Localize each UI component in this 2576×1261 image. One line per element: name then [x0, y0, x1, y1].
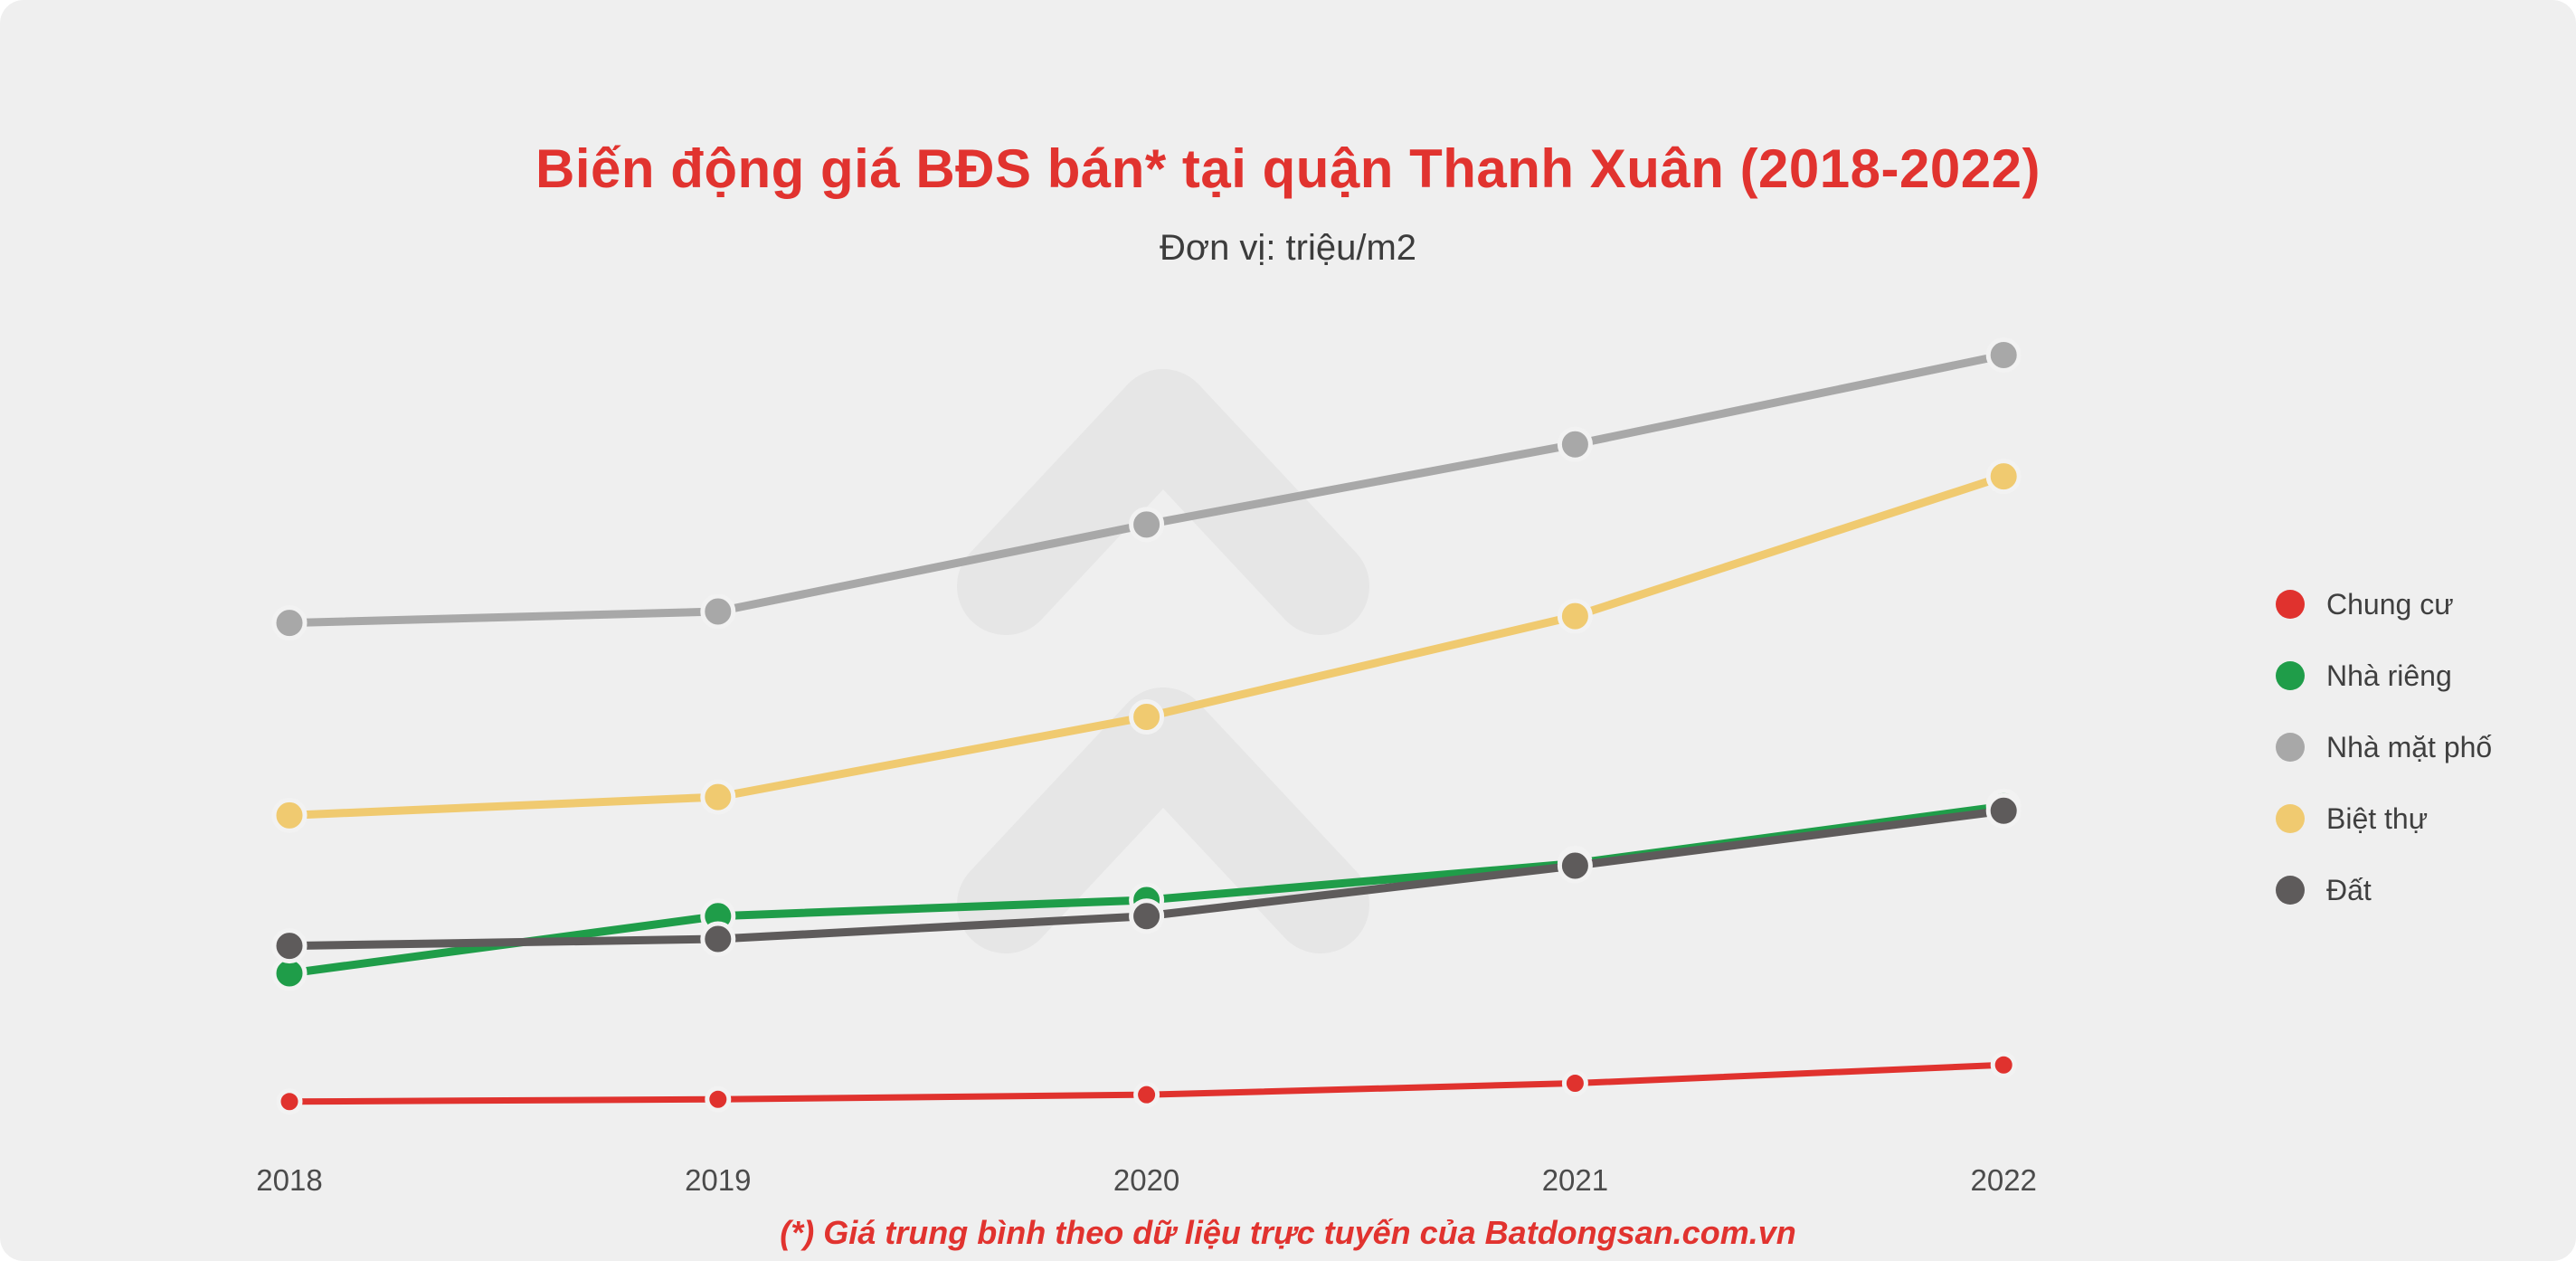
source-footnote: (*) Giá trung bình theo dữ liệu trực tuy… [780, 1214, 1796, 1251]
legend: Chung cư Nhà riêng Nhà mặt phố Biệt thự … [2276, 586, 2492, 908]
chart-subtitle: Đơn vị: triệu/m2 [1159, 228, 1417, 268]
svg-text:2019: 2019 [685, 1163, 751, 1197]
legend-label-nha-mat-pho: Nhà mặt phố [2326, 730, 2493, 763]
watermark-logo [957, 369, 1369, 953]
legend-dot-nha-rieng [2276, 661, 2305, 690]
legend-row-nha-rieng: Nhà riêng [2276, 658, 2492, 694]
chart-series [271, 337, 2022, 1115]
legend-row-dat: Đất [2276, 872, 2492, 908]
svg-text:2022: 2022 [1970, 1163, 2036, 1197]
legend-label-biet-thu: Biệt thự [2326, 801, 2429, 835]
svg-text:2021: 2021 [1542, 1163, 1608, 1197]
chart-title: Biến động giá BĐS bán* tại quận Thanh Xu… [535, 138, 2041, 199]
legend-row-chung-cu: Chung cư [2276, 586, 2492, 622]
legend-row-nha-mat-pho: Nhà mặt phố [2276, 729, 2492, 765]
legend-row-biet-thu: Biệt thự [2276, 801, 2492, 837]
legend-label-dat: Đất [2326, 873, 2372, 906]
x-axis-labels: 2018 2019 2020 2021 2022 [256, 1163, 2037, 1197]
legend-dot-chung-cu [2276, 590, 2305, 619]
svg-text:2018: 2018 [256, 1163, 322, 1197]
legend-dot-nha-mat-pho [2276, 733, 2305, 762]
legend-label-chung-cu: Chung cư [2326, 587, 2454, 621]
legend-label-nha-rieng: Nhà riêng [2326, 659, 2452, 692]
svg-text:2020: 2020 [1113, 1163, 1179, 1197]
legend-dot-biet-thu [2276, 804, 2305, 833]
legend-dot-dat [2276, 876, 2305, 905]
